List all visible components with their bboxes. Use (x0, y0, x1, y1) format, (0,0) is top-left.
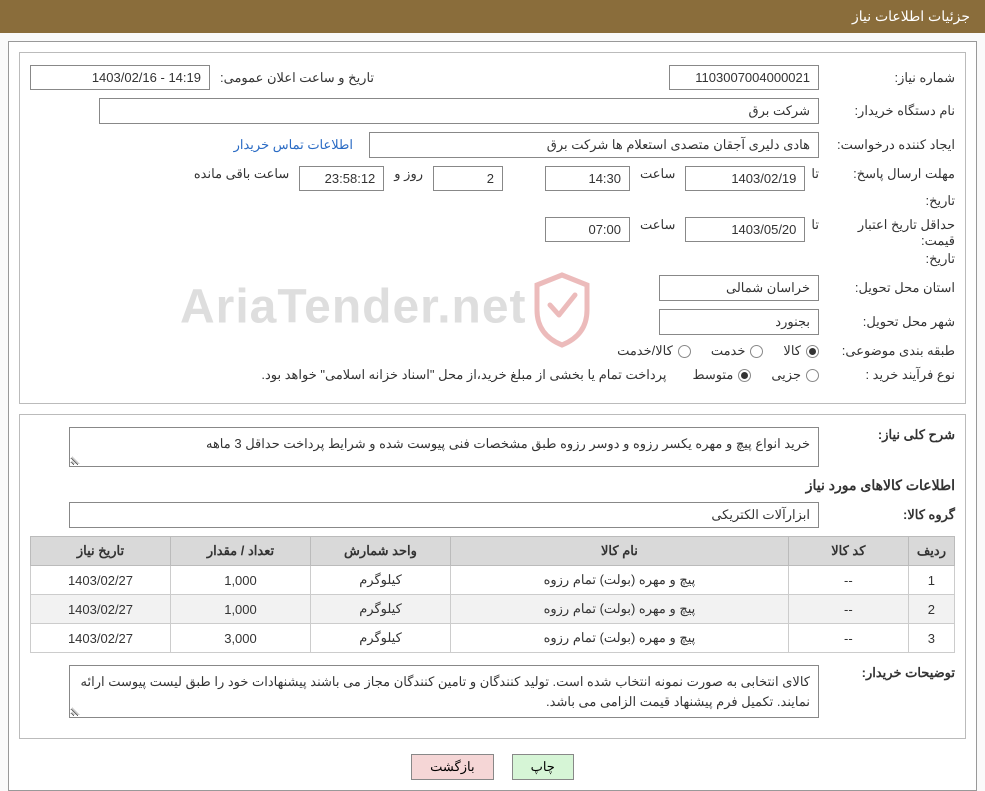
cell-qty: 1,000 (171, 595, 311, 624)
cell-code: -- (788, 566, 908, 595)
radio-icon (750, 345, 763, 358)
proc-radio-group: جزیی متوسط (692, 367, 819, 383)
cell-qty: 3,000 (171, 624, 311, 653)
need-number-label: شماره نیاز: (825, 70, 955, 86)
org-field: شرکت برق (99, 98, 819, 124)
time-label-1: ساعت (640, 166, 675, 182)
days-field: 2 (433, 166, 503, 191)
row-group: گروه کالا: ابزارآلات الکتریکی (30, 502, 955, 528)
row-valid: حداقل تاریخ اعتبار قیمت: تا 1403/05/20 س… (30, 217, 955, 249)
items-table: ردیف کد کالا نام کالا واحد شمارش تعداد /… (30, 536, 955, 653)
proc-label: نوع فرآیند خرید : (825, 367, 955, 383)
cell-code: -- (788, 595, 908, 624)
contact-link[interactable]: اطلاعات تماس خریدار (234, 137, 353, 153)
cell-date: 1403/02/27 (31, 595, 171, 624)
th-date: تاریخ نیاز (31, 537, 171, 566)
radio-checked-icon (806, 345, 819, 358)
creator-label: ایجاد کننده درخواست: (825, 137, 955, 153)
valid-date-field: 1403/05/20 (685, 217, 805, 242)
th-code: کد کالا (788, 537, 908, 566)
city-label: شهر محل تحویل: (825, 314, 955, 330)
until-label-line: تاریخ: (30, 193, 955, 209)
valid-time-field: 07:00 (545, 217, 630, 242)
cell-idx: 3 (908, 624, 954, 653)
cat-label: طبقه بندی موضوعی: (825, 343, 955, 359)
remain-suffix: ساعت باقی مانده (194, 166, 289, 182)
city-field: بجنورد (659, 309, 819, 335)
th-qty: تعداد / مقدار (171, 537, 311, 566)
row-proc: نوع فرآیند خرید : جزیی متوسط پرداخت تمام… (30, 367, 955, 383)
radio-icon (678, 345, 691, 358)
cell-date: 1403/02/27 (31, 624, 171, 653)
table-row: 1--پیچ و مهره (بولت) تمام رزوهکیلوگرم1,0… (31, 566, 955, 595)
cat-service-radio[interactable]: خدمت (711, 343, 764, 359)
th-idx: ردیف (908, 537, 954, 566)
th-name: نام کالا (451, 537, 789, 566)
cell-qty: 1,000 (171, 566, 311, 595)
proc-partial-radio[interactable]: جزیی (771, 367, 819, 383)
cell-unit: کیلوگرم (311, 624, 451, 653)
announce-label: تاریخ و ساعت اعلان عمومی: (220, 70, 374, 86)
row-city: شهر محل تحویل: بجنورد (30, 309, 955, 335)
row-province: استان محل تحویل: خراسان شمالی (30, 275, 955, 301)
need-number-field: 1103007004000021 (669, 65, 819, 90)
back-button[interactable]: بازگشت (411, 754, 493, 780)
row-creator: ایجاد کننده درخواست: هادی دلیری آجقان مت… (30, 132, 955, 158)
items-title: اطلاعات کالاهای مورد نیاز (30, 477, 955, 494)
page-header: جزئیات اطلاعات نیاز (0, 0, 985, 33)
radio-icon (806, 369, 819, 382)
note-label: توضیحات خریدار: (825, 665, 955, 681)
proc-mid-radio[interactable]: متوسط (692, 367, 751, 383)
row-deadline: مهلت ارسال پاسخ: تا تاریخ: تا تاریخ: تا … (30, 166, 955, 191)
cell-name: پیچ و مهره (بولت) تمام رزوه (451, 566, 789, 595)
creator-field: هادی دلیری آجقان متصدی استعلام ها شرکت ب… (369, 132, 819, 158)
resp-label: مهلت ارسال پاسخ: تا تاریخ: (825, 166, 955, 182)
note-text[interactable]: کالای انتخابی به صورت نمونه انتخاب شده ا… (69, 665, 819, 718)
org-label: نام دستگاه خریدار: (825, 103, 955, 119)
cell-date: 1403/02/27 (31, 566, 171, 595)
resp-time-field: 14:30 (545, 166, 630, 191)
table-row: 2--پیچ و مهره (بولت) تمام رزوهکیلوگرم1,0… (31, 595, 955, 624)
province-label: استان محل تحویل: (825, 280, 955, 296)
row-need-number: شماره نیاز: 1103007004000021 تاریخ و ساع… (30, 65, 955, 90)
overall-label: شرح کلی نیاز: (825, 427, 955, 443)
until-label-line2: تاریخ: (30, 251, 955, 267)
row-org: نام دستگاه خریدار: شرکت برق (30, 98, 955, 124)
section-basic-info: شماره نیاز: 1103007004000021 تاریخ و ساع… (19, 52, 966, 404)
th-unit: واحد شمارش (311, 537, 451, 566)
cell-name: پیچ و مهره (بولت) تمام رزوه (451, 624, 789, 653)
cell-name: پیچ و مهره (بولت) تمام رزوه (451, 595, 789, 624)
row-category: طبقه بندی موضوعی: کالا خدمت کالا/خدمت (30, 343, 955, 359)
cell-code: -- (788, 624, 908, 653)
row-overall: شرح کلی نیاز: خرید انواع پیچ و مهره یکسر… (30, 427, 955, 467)
print-button[interactable]: چاپ (512, 754, 574, 780)
days-and-label: روز و (394, 166, 423, 182)
time-label-2: ساعت (640, 217, 675, 233)
cell-unit: کیلوگرم (311, 595, 451, 624)
cat-radio-group: کالا خدمت کالا/خدمت (617, 343, 819, 359)
cell-idx: 1 (908, 566, 954, 595)
page-title: جزئیات اطلاعات نیاز (852, 8, 970, 24)
resp-date-field: 1403/02/19 (685, 166, 805, 191)
province-field: خراسان شمالی (659, 275, 819, 301)
group-field: ابزارآلات الکتریکی (69, 502, 819, 528)
cell-unit: کیلوگرم (311, 566, 451, 595)
group-label: گروه کالا: (825, 507, 955, 523)
remain-time-field: 23:58:12 (299, 166, 384, 191)
cat-both-radio[interactable]: کالا/خدمت (617, 343, 691, 359)
table-row: 3--پیچ و مهره (بولت) تمام رزوهکیلوگرم3,0… (31, 624, 955, 653)
main-container: شماره نیاز: 1103007004000021 تاریخ و ساع… (8, 41, 977, 791)
announce-field: 14:19 - 1403/02/16 (30, 65, 210, 90)
radio-checked-icon (738, 369, 751, 382)
proc-note: پرداخت تمام یا بخشی از مبلغ خرید،از محل … (261, 367, 666, 383)
overall-text[interactable]: خرید انواع پیچ و مهره یکسر رزوه و دوسر ر… (69, 427, 819, 467)
button-row: چاپ بازگشت (19, 754, 966, 780)
row-note: توضیحات خریدار: کالای انتخابی به صورت نم… (30, 665, 955, 718)
section-items: شرح کلی نیاز: خرید انواع پیچ و مهره یکسر… (19, 414, 966, 739)
table-header-row: ردیف کد کالا نام کالا واحد شمارش تعداد /… (31, 537, 955, 566)
cat-goods-radio[interactable]: کالا (783, 343, 819, 359)
cell-idx: 2 (908, 595, 954, 624)
valid-label: حداقل تاریخ اعتبار قیمت: (825, 217, 955, 249)
